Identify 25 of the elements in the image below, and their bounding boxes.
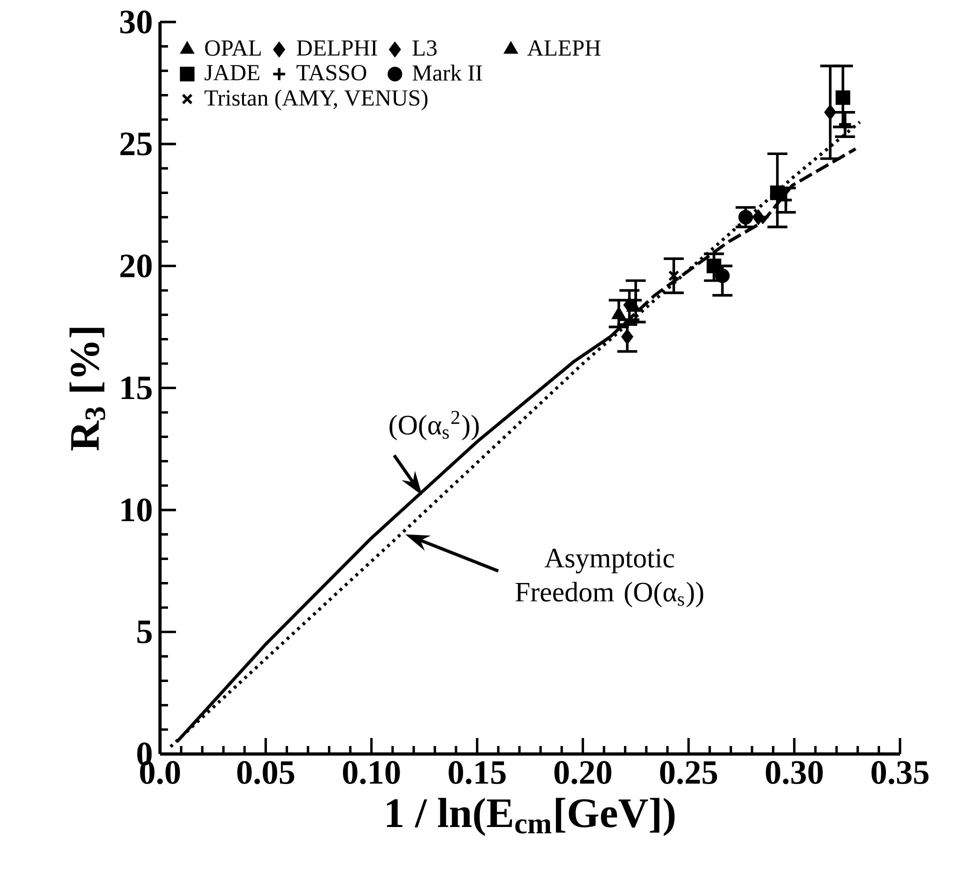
legend-label: JADE <box>204 64 260 80</box>
x-tick-label: 0.30 <box>766 761 823 784</box>
x-tick-label: 0.25 <box>660 761 718 784</box>
legend-label: L3 <box>412 40 437 56</box>
annotation: Asymptotic Freedom (O(α$_{s}$)) <box>516 548 704 608</box>
y-tick-label: 5 <box>137 620 152 644</box>
x-tick-label: 0.35 <box>872 761 928 784</box>
legend-label: ALEPH <box>527 40 601 56</box>
y-tick-label: 30 <box>120 10 152 34</box>
x-axis-title: 1 / ln(E$_{cm}$[GeV]) <box>386 798 675 836</box>
legend-label: TASSO <box>296 64 366 80</box>
legend-label: DELPHI <box>296 40 378 56</box>
y-tick-label: 20 <box>120 254 152 278</box>
x-tick-label: 0.20 <box>554 761 612 784</box>
legend-label: Mark II <box>412 64 482 81</box>
y-tick-label: 10 <box>122 498 152 522</box>
annotation: (O(α$_{s}$$^{2}$)) <box>390 410 479 440</box>
y-axis-title: R$_{3}$ [%] <box>70 328 106 451</box>
y-tick-label: 15 <box>122 376 152 400</box>
legend-label: OPAL <box>205 40 261 56</box>
x-tick-label: 0.05 <box>237 761 294 784</box>
x-tick-label: 0.15 <box>448 761 506 784</box>
legend-label: Tristan (AMY, VENUS) <box>204 90 428 110</box>
x-tick-label: 0.10 <box>342 761 400 784</box>
y-tick-label: 25 <box>120 132 152 156</box>
